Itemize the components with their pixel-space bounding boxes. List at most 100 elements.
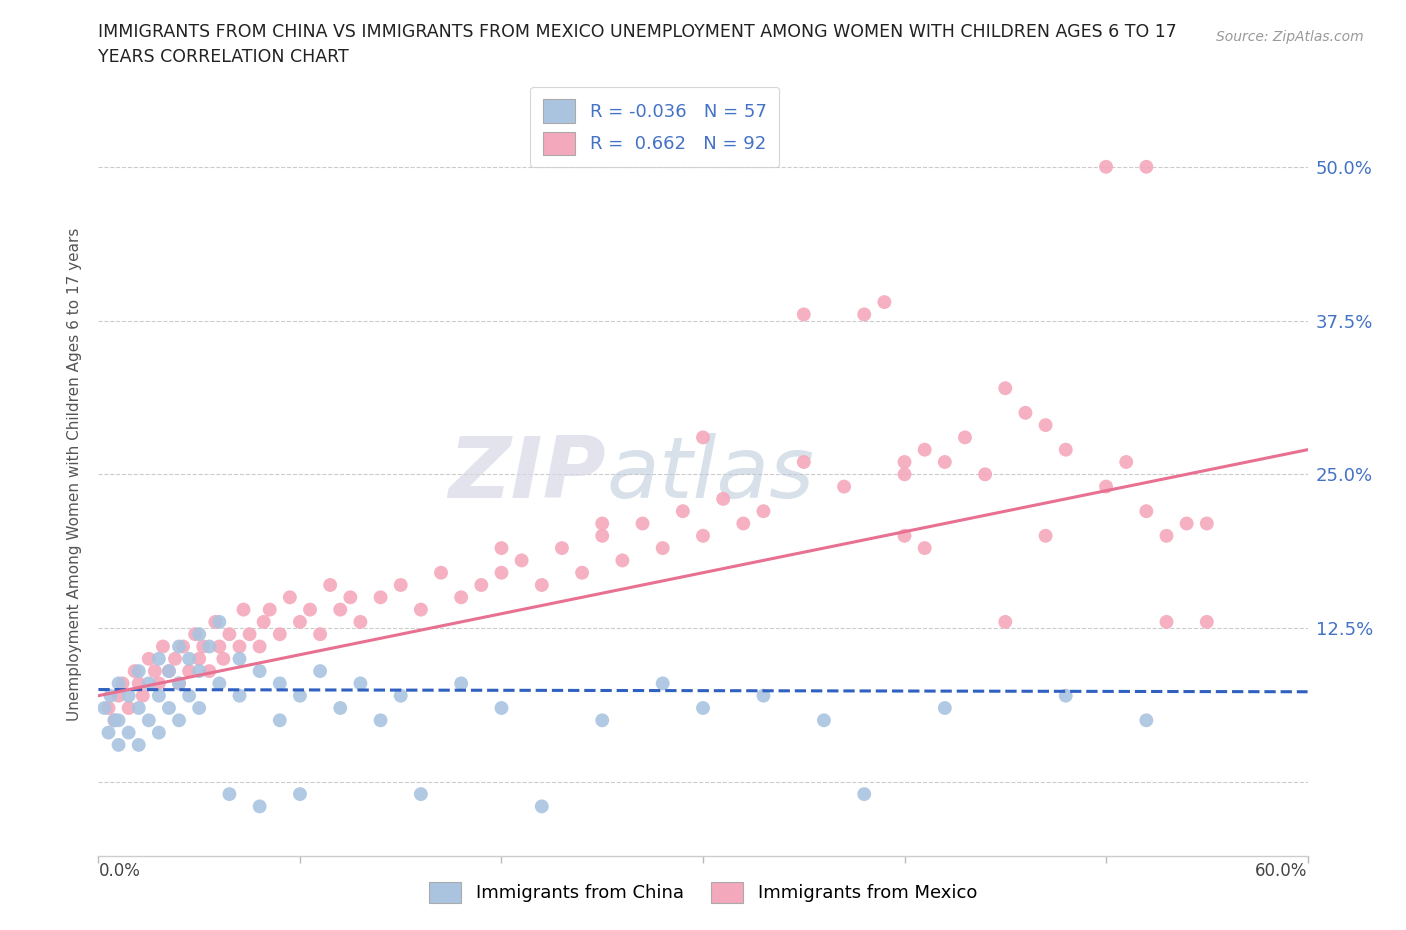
Point bbox=[370, 590, 392, 604]
Point bbox=[813, 713, 835, 728]
Point bbox=[1054, 443, 1077, 458]
Point bbox=[128, 676, 150, 691]
Point bbox=[228, 639, 250, 654]
Point bbox=[107, 676, 129, 691]
Point bbox=[208, 639, 231, 654]
Point bbox=[288, 688, 311, 703]
Point bbox=[288, 615, 311, 630]
Point bbox=[118, 688, 141, 703]
Point bbox=[167, 676, 190, 691]
Point bbox=[591, 528, 613, 543]
Point bbox=[288, 787, 311, 802]
Point bbox=[138, 713, 160, 728]
Point bbox=[204, 615, 226, 630]
Point bbox=[118, 725, 141, 740]
Point bbox=[249, 639, 271, 654]
Point bbox=[692, 700, 714, 715]
Point bbox=[651, 540, 673, 555]
Point bbox=[1135, 713, 1157, 728]
Point bbox=[389, 688, 412, 703]
Text: 60.0%: 60.0% bbox=[1256, 862, 1308, 880]
Point bbox=[349, 676, 371, 691]
Point bbox=[934, 455, 956, 470]
Point bbox=[1035, 528, 1057, 543]
Point bbox=[212, 651, 235, 666]
Point bbox=[157, 664, 180, 679]
Point bbox=[832, 479, 855, 494]
Point bbox=[510, 553, 533, 568]
Point bbox=[339, 590, 361, 604]
Point bbox=[914, 540, 936, 555]
Point bbox=[148, 688, 170, 703]
Point bbox=[148, 725, 170, 740]
Point bbox=[571, 565, 593, 580]
Legend: Immigrants from China, Immigrants from Mexico: Immigrants from China, Immigrants from M… bbox=[422, 874, 984, 910]
Point bbox=[1156, 615, 1178, 630]
Point bbox=[152, 639, 174, 654]
Point bbox=[752, 688, 775, 703]
Point bbox=[1195, 615, 1218, 630]
Point bbox=[692, 528, 714, 543]
Point bbox=[97, 725, 120, 740]
Point bbox=[994, 615, 1017, 630]
Point bbox=[118, 700, 141, 715]
Point bbox=[893, 455, 915, 470]
Point bbox=[157, 664, 180, 679]
Point bbox=[179, 688, 201, 703]
Point bbox=[1156, 528, 1178, 543]
Point bbox=[128, 700, 150, 715]
Point bbox=[208, 615, 231, 630]
Point bbox=[299, 602, 322, 617]
Point bbox=[934, 700, 956, 715]
Point bbox=[733, 516, 755, 531]
Point bbox=[228, 651, 250, 666]
Text: IMMIGRANTS FROM CHINA VS IMMIGRANTS FROM MEXICO UNEMPLOYMENT AMONG WOMEN WITH CH: IMMIGRANTS FROM CHINA VS IMMIGRANTS FROM… bbox=[98, 23, 1177, 41]
Point bbox=[188, 664, 211, 679]
Point bbox=[752, 504, 775, 519]
Point bbox=[1135, 504, 1157, 519]
Point bbox=[974, 467, 997, 482]
Point bbox=[184, 627, 207, 642]
Point bbox=[1095, 479, 1118, 494]
Point bbox=[208, 676, 231, 691]
Point bbox=[148, 676, 170, 691]
Legend: R = -0.036   N = 57, R =  0.662   N = 92: R = -0.036 N = 57, R = 0.662 N = 92 bbox=[530, 86, 779, 167]
Point bbox=[1195, 516, 1218, 531]
Point bbox=[107, 713, 129, 728]
Point bbox=[188, 651, 211, 666]
Point bbox=[1175, 516, 1198, 531]
Point bbox=[591, 713, 613, 728]
Point bbox=[1014, 405, 1036, 420]
Point bbox=[914, 443, 936, 458]
Point bbox=[491, 565, 513, 580]
Point bbox=[107, 737, 129, 752]
Point bbox=[167, 713, 190, 728]
Point bbox=[470, 578, 492, 592]
Point bbox=[107, 688, 129, 703]
Point bbox=[100, 688, 122, 703]
Point bbox=[124, 664, 146, 679]
Point bbox=[193, 639, 215, 654]
Point bbox=[128, 737, 150, 752]
Point bbox=[389, 578, 412, 592]
Point bbox=[188, 627, 211, 642]
Point bbox=[631, 516, 654, 531]
Point bbox=[179, 651, 201, 666]
Point bbox=[853, 307, 876, 322]
Point bbox=[269, 676, 291, 691]
Point bbox=[1054, 688, 1077, 703]
Point bbox=[329, 602, 352, 617]
Point bbox=[138, 651, 160, 666]
Point bbox=[179, 664, 201, 679]
Point bbox=[491, 540, 513, 555]
Point bbox=[128, 664, 150, 679]
Point bbox=[530, 578, 553, 592]
Point bbox=[711, 491, 734, 506]
Point bbox=[450, 676, 472, 691]
Point bbox=[349, 615, 371, 630]
Text: 0.0%: 0.0% bbox=[98, 862, 141, 880]
Point bbox=[612, 553, 634, 568]
Point bbox=[132, 688, 155, 703]
Point bbox=[253, 615, 276, 630]
Point bbox=[111, 676, 134, 691]
